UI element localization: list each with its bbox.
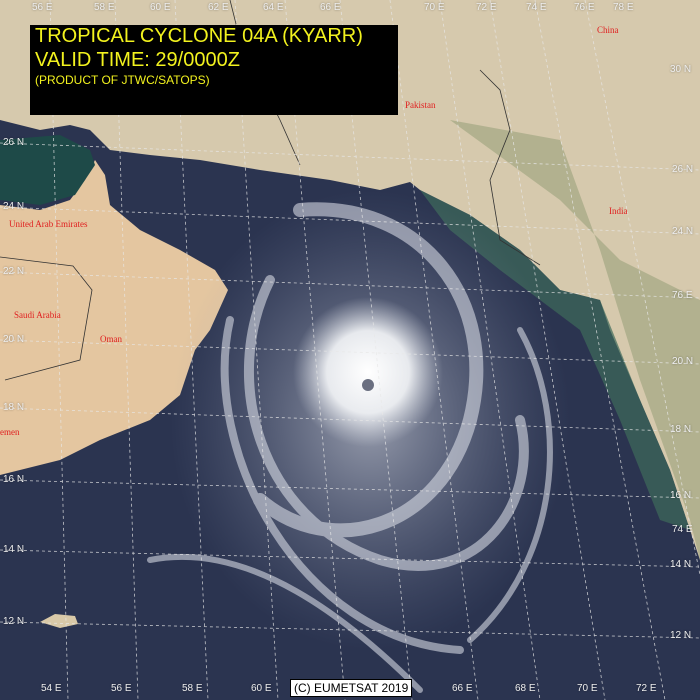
lon-label: 76 E	[574, 2, 595, 13]
lat-label: 14 N	[670, 559, 692, 570]
land-arabia	[0, 160, 228, 475]
country-label-india: India	[609, 206, 628, 216]
lon-label: 60 E	[150, 2, 171, 13]
lat-label: 16 N	[3, 474, 25, 485]
lat-label: 26 N	[672, 164, 694, 175]
lon-label: 72 E	[636, 683, 657, 694]
lon-label: 54 E	[41, 683, 62, 694]
lat-label: 18 N	[3, 402, 25, 413]
lon-label: 78 E	[613, 2, 634, 13]
valid-time: VALID TIME: 29/0000Z	[35, 49, 240, 71]
lon-label: 72 E	[476, 2, 497, 13]
lon-label: 62 E	[208, 2, 229, 13]
lat-label: 26 N	[3, 137, 25, 148]
lon-label: 66 E	[452, 683, 473, 694]
lon-label: 70 E	[424, 2, 445, 13]
lat-label: 20 N	[672, 356, 694, 367]
title-box: TROPICAL CYCLONE 04A (KYARR) VALID TIME:…	[30, 25, 398, 115]
cyclone-title: TROPICAL CYCLONE 04A (KYARR)	[35, 25, 363, 47]
lon-label: 74 E	[672, 524, 693, 535]
lon-label: 76 E	[672, 290, 693, 301]
lon-label: 58 E	[94, 2, 115, 13]
lon-label: 68 E	[515, 683, 536, 694]
country-label-uae: United Arab Emirates	[9, 219, 88, 229]
country-label-yemen: emen	[0, 427, 20, 437]
copyright-label: (C) EUMETSAT 2019	[290, 679, 413, 697]
lon-label: 74 E	[526, 2, 547, 13]
lon-label: 58 E	[182, 683, 203, 694]
socotra	[40, 614, 78, 628]
cyclone-kyarr	[147, 190, 570, 693]
lon-label: 56 E	[111, 683, 132, 694]
lat-label: 12 N	[670, 630, 692, 641]
country-label-china: China	[597, 25, 619, 35]
lon-label: 66 E	[320, 2, 341, 13]
country-label-saudi-arabia: Saudi Arabia	[14, 310, 61, 320]
lat-label: 14 N	[3, 544, 25, 555]
lat-label: 30 N	[670, 64, 692, 75]
lat-label: 24 N	[3, 201, 25, 212]
lat-label: 16 N	[670, 490, 692, 501]
country-label-oman: Oman	[100, 334, 122, 344]
persian-gulf	[0, 135, 95, 205]
lon-label: 56 E	[32, 2, 53, 13]
lon-label: 64 E	[263, 2, 284, 13]
lat-label: 22 N	[3, 266, 25, 277]
country-label-pakistan: Pakistan	[405, 100, 436, 110]
lat-label: 12 N	[3, 616, 25, 627]
lat-label: 24 N	[672, 226, 694, 237]
product-credit: (PRODUCT OF JTWC/SATOPS)	[35, 73, 210, 87]
lon-label: 60 E	[251, 683, 272, 694]
india-vegetation	[450, 120, 700, 560]
lat-label: 18 N	[670, 424, 692, 435]
lon-label: 70 E	[577, 683, 598, 694]
lat-label: 20 N	[3, 334, 25, 345]
